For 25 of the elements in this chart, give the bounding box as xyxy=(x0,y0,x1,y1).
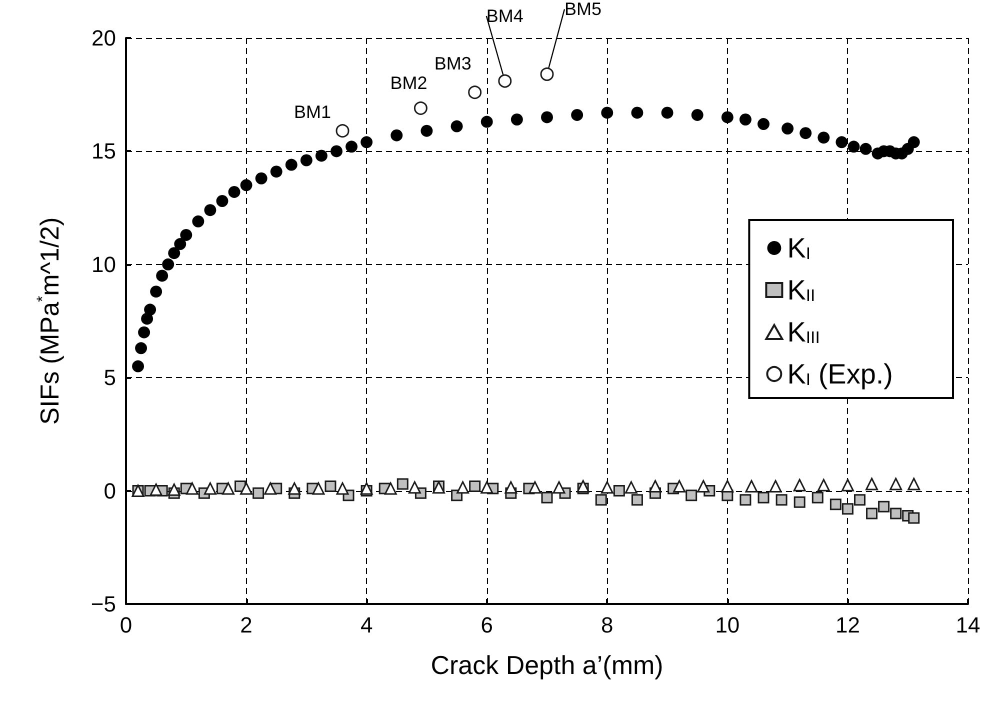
x-tick-label: 14 xyxy=(956,612,980,638)
annotation: BM4 xyxy=(486,6,524,26)
annotation: BM2 xyxy=(390,73,428,94)
x-tick-label: 6 xyxy=(480,612,493,638)
annotation: BM5 xyxy=(564,0,602,20)
x-tick-label: 10 xyxy=(715,612,740,638)
x-tick-label: 2 xyxy=(240,612,252,638)
legend-label: KI (Exp.) xyxy=(787,358,894,390)
annotation: BM3 xyxy=(434,53,472,74)
legend-label: KII xyxy=(787,274,816,306)
annotation: BM1 xyxy=(294,102,332,122)
y-axis-title: SIFs (MPa*m^1/2) xyxy=(34,217,64,425)
x-tick-label: 8 xyxy=(601,612,614,638)
legend-label: KI xyxy=(787,232,811,264)
x-tick-label: 12 xyxy=(835,612,860,638)
y-tick-label: 10 xyxy=(92,252,116,277)
legend-label: KIII xyxy=(787,316,820,348)
y-tick-label: 20 xyxy=(92,26,116,50)
y-tick-label: −5 xyxy=(90,592,116,616)
x-tick-label: 4 xyxy=(360,612,373,638)
x-tick-label: 0 xyxy=(120,612,132,638)
y-tick-label: 15 xyxy=(92,138,116,164)
y-tick-label: 0 xyxy=(104,478,116,504)
x-axis-title: Crack Depth a’(mm) xyxy=(430,650,664,680)
y-tick-label: 5 xyxy=(104,365,116,390)
